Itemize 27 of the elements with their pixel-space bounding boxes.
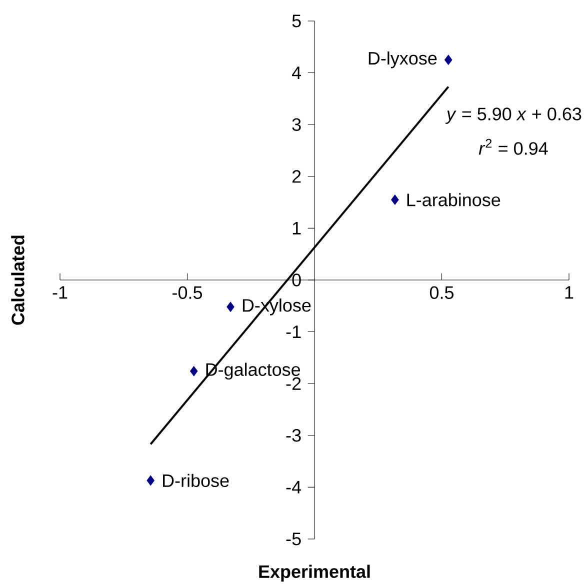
point xyxy=(444,54,452,65)
x-axis-title: Experimental xyxy=(259,564,370,582)
x-tick-label: 1 xyxy=(565,286,574,299)
x-tick-label: -1 xyxy=(52,286,68,299)
annotation: L-arabinose xyxy=(407,193,500,206)
annotation: D-lyxose xyxy=(368,51,437,68)
point xyxy=(226,302,234,312)
x-tick-label: -0.5 xyxy=(172,286,202,299)
y-tick-label: 4 xyxy=(292,66,302,79)
annotation: y = 5.90 x + 0.63 xyxy=(445,108,582,124)
y-tick-label: -3 xyxy=(286,429,301,442)
y-tick-label: -4 xyxy=(286,480,302,494)
y-tick-label: 1 xyxy=(292,222,301,234)
y-tick-label: -2 xyxy=(286,377,301,390)
annotation: r$^{2}$ = 0.94 xyxy=(478,138,548,155)
y-tick-label: 5 xyxy=(292,14,301,28)
point xyxy=(391,194,399,205)
y-tick-label: -1 xyxy=(286,326,301,338)
point xyxy=(146,475,154,486)
annotation: D-ribose xyxy=(163,474,229,488)
y-tick-label: 0 xyxy=(292,274,301,286)
x-tick-label: 0.5 xyxy=(430,286,454,299)
y-tick-label: -5 xyxy=(286,532,301,546)
point xyxy=(190,366,198,376)
y-tick-label: 3 xyxy=(292,118,301,131)
y-axis-title: Calculated xyxy=(11,236,24,325)
y-tick-label: 2 xyxy=(292,170,301,183)
